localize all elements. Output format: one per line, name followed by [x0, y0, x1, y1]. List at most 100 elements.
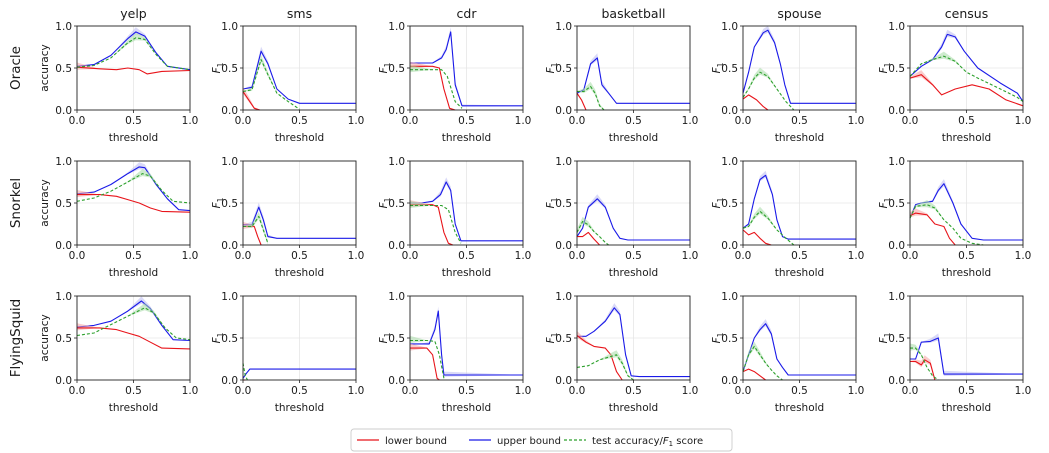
x-tick-label: 0.0: [902, 385, 919, 397]
y-tick-label: 0.0: [721, 240, 738, 252]
x-tick-label: 1.0: [1015, 115, 1032, 127]
x-tick-label: 1.0: [182, 115, 199, 127]
y-tick-label: 0.5: [221, 63, 238, 75]
lower-bound-band: [243, 86, 260, 110]
x-tick-label: 1.0: [1015, 385, 1032, 397]
x-tick-label: 0.0: [902, 115, 919, 127]
x-tick-label: 0.0: [902, 250, 919, 262]
panel-snorkel-census: 0.00.0 0.5 0.5 1.0 1.0 threshold F1: [878, 156, 1031, 279]
legend-box: [350, 428, 733, 452]
column-titles: yelp sms cdr basketball spouse census: [120, 6, 988, 21]
x-tick-label: 1.0: [182, 250, 199, 262]
y-tick-label: 1.0: [555, 156, 572, 168]
y-tick-label: 0.5: [388, 198, 405, 210]
y-tick-label: 1.0: [721, 156, 738, 168]
upper-bound-line: [742, 29, 856, 104]
lower-bound-line: [909, 212, 956, 246]
x-tick-label: 0.0: [235, 385, 252, 397]
upper-bound-band: [577, 194, 690, 240]
x-tick-label: 0.0: [235, 115, 252, 127]
y-axis-label: F1: [545, 332, 559, 343]
y-tick-label: 1.0: [721, 21, 738, 33]
column-title-yelp: yelp: [120, 6, 147, 21]
x-tick-label: 0.5: [125, 385, 142, 397]
x-tick-label: 0.5: [625, 115, 642, 127]
y-tick-label: 0.0: [721, 105, 738, 117]
lower-bound-line: [576, 335, 623, 381]
lower-bound-line: [742, 229, 772, 246]
y-axis-label: F1: [211, 332, 225, 343]
test-score-line: [242, 59, 300, 110]
column-title-sms: sms: [287, 6, 312, 21]
x-axis-label: threshold: [942, 132, 991, 144]
row-label-oracle: Oracle: [8, 46, 24, 90]
test-score-line: [742, 210, 795, 246]
y-tick-label: 0.5: [721, 63, 738, 75]
panel-snorkel-basketball: 0.00.0 0.5 0.5 1.0 1.0 threshold F1: [545, 156, 698, 279]
test-bound-band: [743, 341, 783, 380]
y-tick-label: 1.0: [888, 291, 905, 303]
x-tick-label: 0.5: [958, 250, 975, 262]
x-axis-label: threshold: [442, 132, 491, 144]
y-axis-label: accuracy: [39, 314, 51, 361]
y-tick-label: 0.0: [721, 375, 738, 387]
x-tick-label: 0.0: [569, 385, 586, 397]
y-axis-label: accuracy: [39, 44, 51, 91]
y-axis-label: F1: [378, 332, 392, 343]
y-tick-label: 0.5: [55, 198, 72, 210]
y-axis-label: accuracy: [39, 179, 51, 226]
y-tick-label: 1.0: [555, 21, 572, 33]
x-tick-label: 0.0: [735, 250, 752, 262]
row-labels: Oracle Snorkel FlyingSquid: [8, 46, 24, 377]
x-tick-label: 1.0: [515, 385, 532, 397]
lower-bound-line: [243, 225, 262, 246]
y-tick-label: 1.0: [55, 21, 72, 33]
x-tick-label: 1.0: [1015, 250, 1032, 262]
panel-oracle-cdr: 0.00.0 0.5 0.5 1.0 1.0 threshold F1: [378, 21, 531, 144]
y-tick-label: 0.5: [555, 198, 572, 210]
lower-bound-line: [910, 359, 936, 381]
test-bound-band: [743, 206, 794, 245]
x-axis-label: threshold: [609, 402, 658, 414]
y-tick-label: 1.0: [55, 291, 72, 303]
y-tick-label: 0.0: [55, 240, 72, 252]
lower-bound-line: [909, 74, 1024, 107]
lower-bound-band: [910, 208, 956, 245]
x-axis-label: threshold: [275, 402, 324, 414]
test-score-line: [242, 363, 248, 381]
y-tick-label: 0.0: [555, 240, 572, 252]
y-tick-label: 0.0: [388, 375, 405, 387]
test-bound-band: [410, 335, 444, 379]
x-tick-label: 1.0: [848, 115, 865, 127]
column-title-cdr: cdr: [457, 6, 478, 21]
x-tick-label: 0.5: [291, 385, 308, 397]
y-tick-label: 0.0: [555, 375, 572, 387]
x-axis-label: threshold: [442, 267, 491, 279]
x-tick-label: 0.5: [791, 385, 808, 397]
x-tick-label: 1.0: [182, 385, 199, 397]
upper-bound-line: [410, 181, 523, 242]
panel-flyingsquid-sms: 0.00.0 0.5 0.5 1.0 1.0 threshold F1: [211, 291, 364, 414]
lower-bound-line: [77, 327, 191, 350]
y-axis-label: F1: [211, 197, 225, 208]
test-bound-band: [910, 343, 939, 380]
x-tick-label: 0.0: [569, 115, 586, 127]
test-score-line: [410, 69, 463, 109]
x-tick-label: 0.0: [735, 115, 752, 127]
test-score-line: [909, 204, 984, 246]
y-axis-label: F1: [545, 62, 559, 73]
x-tick-label: 0.0: [235, 250, 252, 262]
upper-bound-line: [410, 31, 523, 107]
column-title-basketball: basketball: [601, 6, 665, 21]
y-axis-label: F1: [545, 197, 559, 208]
y-axis-label: F1: [378, 62, 392, 73]
x-tick-label: 0.5: [458, 385, 475, 397]
y-axis-label: F1: [711, 197, 725, 208]
y-tick-label: 1.0: [221, 291, 238, 303]
x-tick-label: 0.5: [291, 250, 308, 262]
x-tick-label: 0.5: [791, 115, 808, 127]
lower-bound-band: [410, 343, 440, 380]
x-tick-label: 0.5: [125, 250, 142, 262]
y-tick-label: 0.5: [221, 198, 238, 210]
